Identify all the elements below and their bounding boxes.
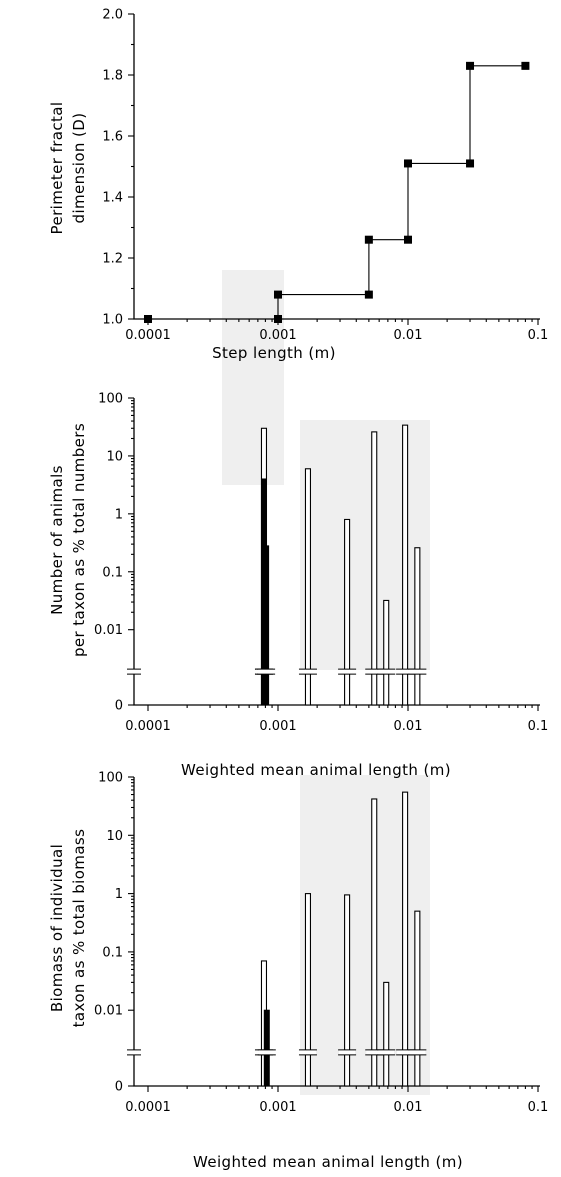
open-bar [383,981,390,1087]
chart2-y-tick-label: 10 [106,449,123,464]
chart1-x-axis-label: Step length (m) [212,344,336,362]
chart3-axis-break-gap [127,1049,141,1055]
chart2-y-tick-label: 100 [98,392,123,407]
bar-break-gap [409,1049,426,1055]
chart1-y-tick-label: 1.4 [102,191,123,206]
data-point [404,235,412,244]
open-bar [402,791,409,1087]
chart3-bars [254,791,427,1087]
chart2-x-tick-label: 0.0001 [125,719,171,734]
chart3-x-tick-label: 0.001 [259,1100,296,1115]
data-point [466,159,475,168]
bar-break-gap [397,1049,414,1055]
number-of-animals-chart: 0 0.01 0.1 1 10 100 0.0001 0.001 0.01 0.1 Weight… [48,392,548,780]
data-point [144,315,152,323]
chart1-y-tick-label: 1.2 [102,252,123,267]
bar-break-gap [366,1049,383,1055]
chart2-x-tick-label: 0.01 [394,719,423,734]
chart3-y-axis-label-line1: Biomass of individual [48,844,66,1012]
chart3-x-ticks: 0.0001 0.001 0.01 0.1 [125,1086,548,1115]
chart2-x-tick-label: 0.001 [259,719,296,734]
chart2-axis-break-gap [127,669,141,675]
open-bar [304,468,312,706]
chart2-x-ticks: 0.0001 0.001 0.01 0.1 [125,705,548,734]
scan-shading [300,775,430,1095]
open-bar [344,518,351,706]
fractal-dimension-chart: 1.0 1.2 1.4 1.6 1.8 2.0 0.0001 0.001 0.01 0.1 St… [48,8,548,363]
chart1-y-tick-label: 1.6 [102,130,123,145]
chart3-x-tick-label: 0.0001 [125,1100,171,1115]
chart3-x-tick-label: 0.01 [394,1100,423,1115]
chart1-y-axis-label-line1: Perimeter fractal [48,102,66,235]
bar-break-gap [366,669,383,675]
chart1-y-tick-label: 1.8 [102,69,123,84]
chart3-y-tick-label: 0 [115,1080,123,1095]
chart2-y-tick-label: 0.1 [102,565,123,580]
chart3-y-tick-label: 100 [98,771,123,786]
bar-break-gap [299,1049,316,1055]
open-bar [371,798,378,1087]
bar-break-gap [299,669,316,675]
chart2-bars [254,424,427,706]
chart3-y-tick-label: 0.01 [94,1004,123,1019]
chart2-y-ticks: 0 0.01 0.1 1 10 100 [94,392,141,714]
chart1-series [144,61,530,323]
data-point [466,61,475,70]
scan-shading [222,270,284,485]
chart3-y-tick-label: 0.1 [102,945,123,960]
open-bar [304,893,312,1087]
bar-break-gap [409,669,426,675]
chart2-y-tick-label: 1 [115,507,123,522]
chart1-x-tick-label: 0.1 [528,328,549,343]
biomass-chart: 0 0.01 0.1 1 10 100 0.0001 0.001 0.01 0.1 Weight… [48,771,548,1172]
chart1-y-tick-label: 1.0 [102,313,123,328]
chart1-axes [133,14,540,320]
chart3-x-axis-label: Weighted mean animal length (m) [193,1153,463,1171]
chart2-x-tick-label: 0.1 [528,719,549,734]
chart1-y-axis-label-line2: dimension (D) [70,113,88,224]
data-point [274,315,282,323]
chart1-x-tick-label: 0.01 [394,328,423,343]
data-point [364,235,373,244]
chart2-y-tick-label: 0 [115,699,123,714]
chart3-y-tick-label: 10 [106,829,123,844]
bar-break-gap [397,669,414,675]
chart2-x-axis-label: Weighted mean animal length (m) [181,761,451,779]
data-point [274,290,282,299]
data-point [364,290,373,299]
chart1-x-tick-label: 0.001 [259,328,296,343]
open-bar [402,424,409,706]
chart1-x-tick-label: 0.0001 [125,328,171,343]
open-bar [344,894,351,1087]
filled-bar [263,1009,270,1087]
chart1-y-tick-label: 2.0 [102,8,123,23]
bar-break-gap [258,1049,275,1055]
chart2-y-axis-label-line2: per taxon as % total numbers [70,423,88,657]
bar-break-gap [258,669,275,675]
step-line [148,65,526,320]
bar-break-gap [339,1049,356,1055]
chart2-y-axis-label-line1: Number of animals [48,465,66,615]
open-bar [414,910,421,1087]
open-bar [414,547,421,706]
chart2-y-tick-label: 0.01 [94,623,123,638]
bar-break-gap [378,1049,395,1055]
scan-shading [300,420,430,670]
chart3-y-axis-label-line2: taxon as % total biomass [70,829,88,1028]
chart3-y-tick-label: 1 [115,887,123,902]
chart1-x-ticks: 0.0001 0.001 0.01 0.1 [125,319,548,343]
data-point [521,61,530,70]
chart3-x-tick-label: 0.1 [528,1100,549,1115]
filled-bar [263,545,270,706]
bar-break-gap [378,669,395,675]
bar-break-gap [339,669,356,675]
chart1-y-ticks: 1.0 1.2 1.4 1.6 1.8 2.0 [102,8,134,328]
open-bar [371,431,378,706]
chart3-y-ticks: 0 0.01 0.1 1 10 100 [94,771,141,1095]
open-bar [383,599,390,706]
data-point [404,159,412,168]
